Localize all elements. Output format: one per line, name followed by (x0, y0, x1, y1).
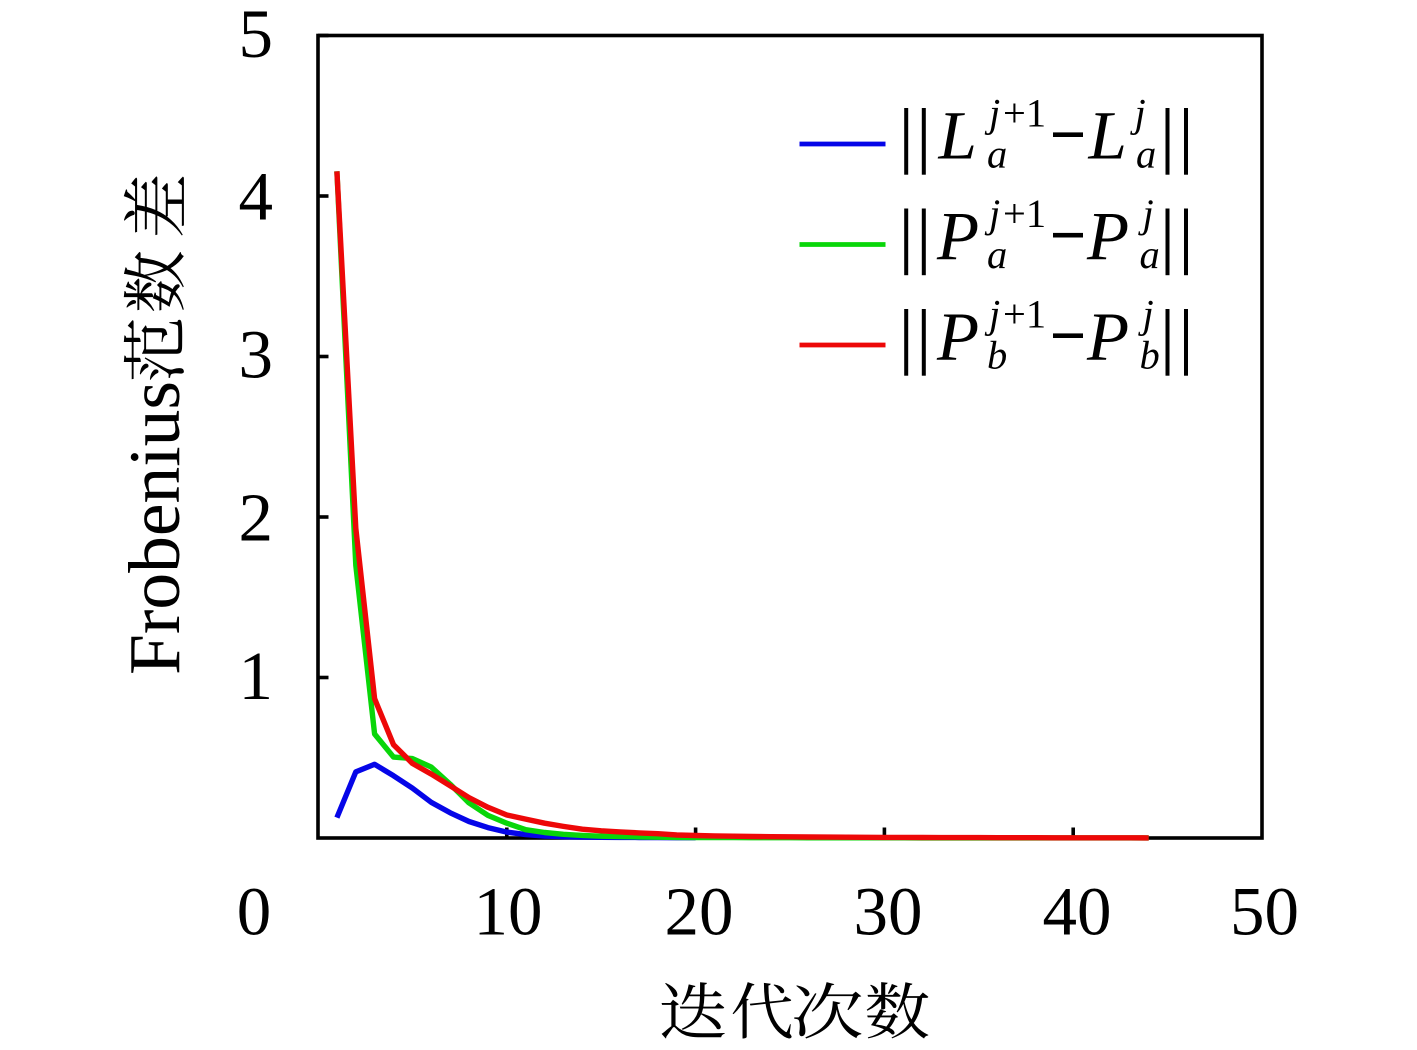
svg-text:j: j (984, 292, 1000, 337)
svg-text:1: 1 (239, 638, 274, 714)
svg-text:20: 20 (665, 874, 734, 950)
svg-text:a: a (987, 132, 1007, 177)
svg-text:P: P (1086, 198, 1129, 274)
svg-text:P: P (1086, 299, 1129, 375)
svg-text:P: P (936, 198, 979, 274)
svg-text:j: j (984, 91, 1000, 136)
svg-text:j: j (1130, 91, 1146, 136)
svg-text:b: b (987, 333, 1007, 378)
svg-text:a: a (1136, 132, 1156, 177)
svg-text:10: 10 (474, 874, 543, 950)
svg-text:4: 4 (239, 159, 274, 235)
svg-text:+1: +1 (1003, 191, 1046, 236)
svg-text:0: 0 (237, 874, 272, 950)
svg-text:2: 2 (239, 480, 274, 556)
svg-text:j: j (984, 191, 1000, 236)
svg-text:Frobenius: Frobenius (114, 381, 195, 675)
svg-text:L: L (1088, 98, 1127, 174)
svg-text:50: 50 (1230, 874, 1299, 950)
svg-text:L: L (938, 98, 977, 174)
svg-text:30: 30 (854, 874, 923, 950)
svg-text:40: 40 (1043, 874, 1112, 950)
svg-text:+1: +1 (1003, 292, 1046, 337)
svg-text:b: b (1140, 333, 1160, 378)
svg-text:+1: +1 (1003, 91, 1046, 136)
svg-text:P: P (936, 299, 979, 375)
svg-text:3: 3 (239, 317, 274, 393)
svg-text:5: 5 (239, 0, 274, 72)
svg-text:a: a (1140, 232, 1160, 277)
svg-text:a: a (987, 232, 1007, 277)
svg-text:j: j (1138, 292, 1154, 337)
svg-text:j: j (1138, 191, 1154, 236)
